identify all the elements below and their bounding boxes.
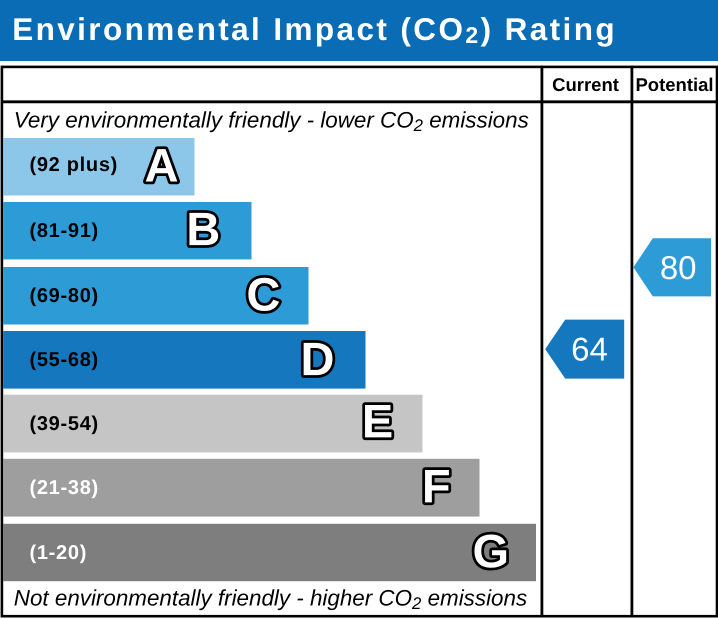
- svg-text:Very environmentally friendly: Very environmentally friendly - lower CO…: [14, 107, 529, 135]
- svg-text:80: 80: [660, 249, 697, 286]
- svg-text:(55-68): (55-68): [30, 349, 99, 371]
- svg-text:Potential: Potential: [635, 74, 713, 95]
- svg-text:(21-38): (21-38): [30, 477, 99, 499]
- svg-text:(69-80): (69-80): [30, 285, 99, 307]
- svg-text:64: 64: [571, 330, 608, 367]
- svg-text:(92 plus): (92 plus): [30, 154, 119, 176]
- svg-text:Not environmentally friendly -: Not environmentally friendly - higher CO…: [14, 585, 527, 613]
- svg-text:Environmental Impact (CO2) Rat: Environmental Impact (CO2) Rating: [12, 11, 617, 48]
- svg-text:(39-54): (39-54): [30, 413, 99, 435]
- svg-text:(81-91): (81-91): [30, 220, 99, 242]
- svg-text:Current: Current: [552, 74, 619, 95]
- svg-text:(1-20): (1-20): [30, 542, 88, 564]
